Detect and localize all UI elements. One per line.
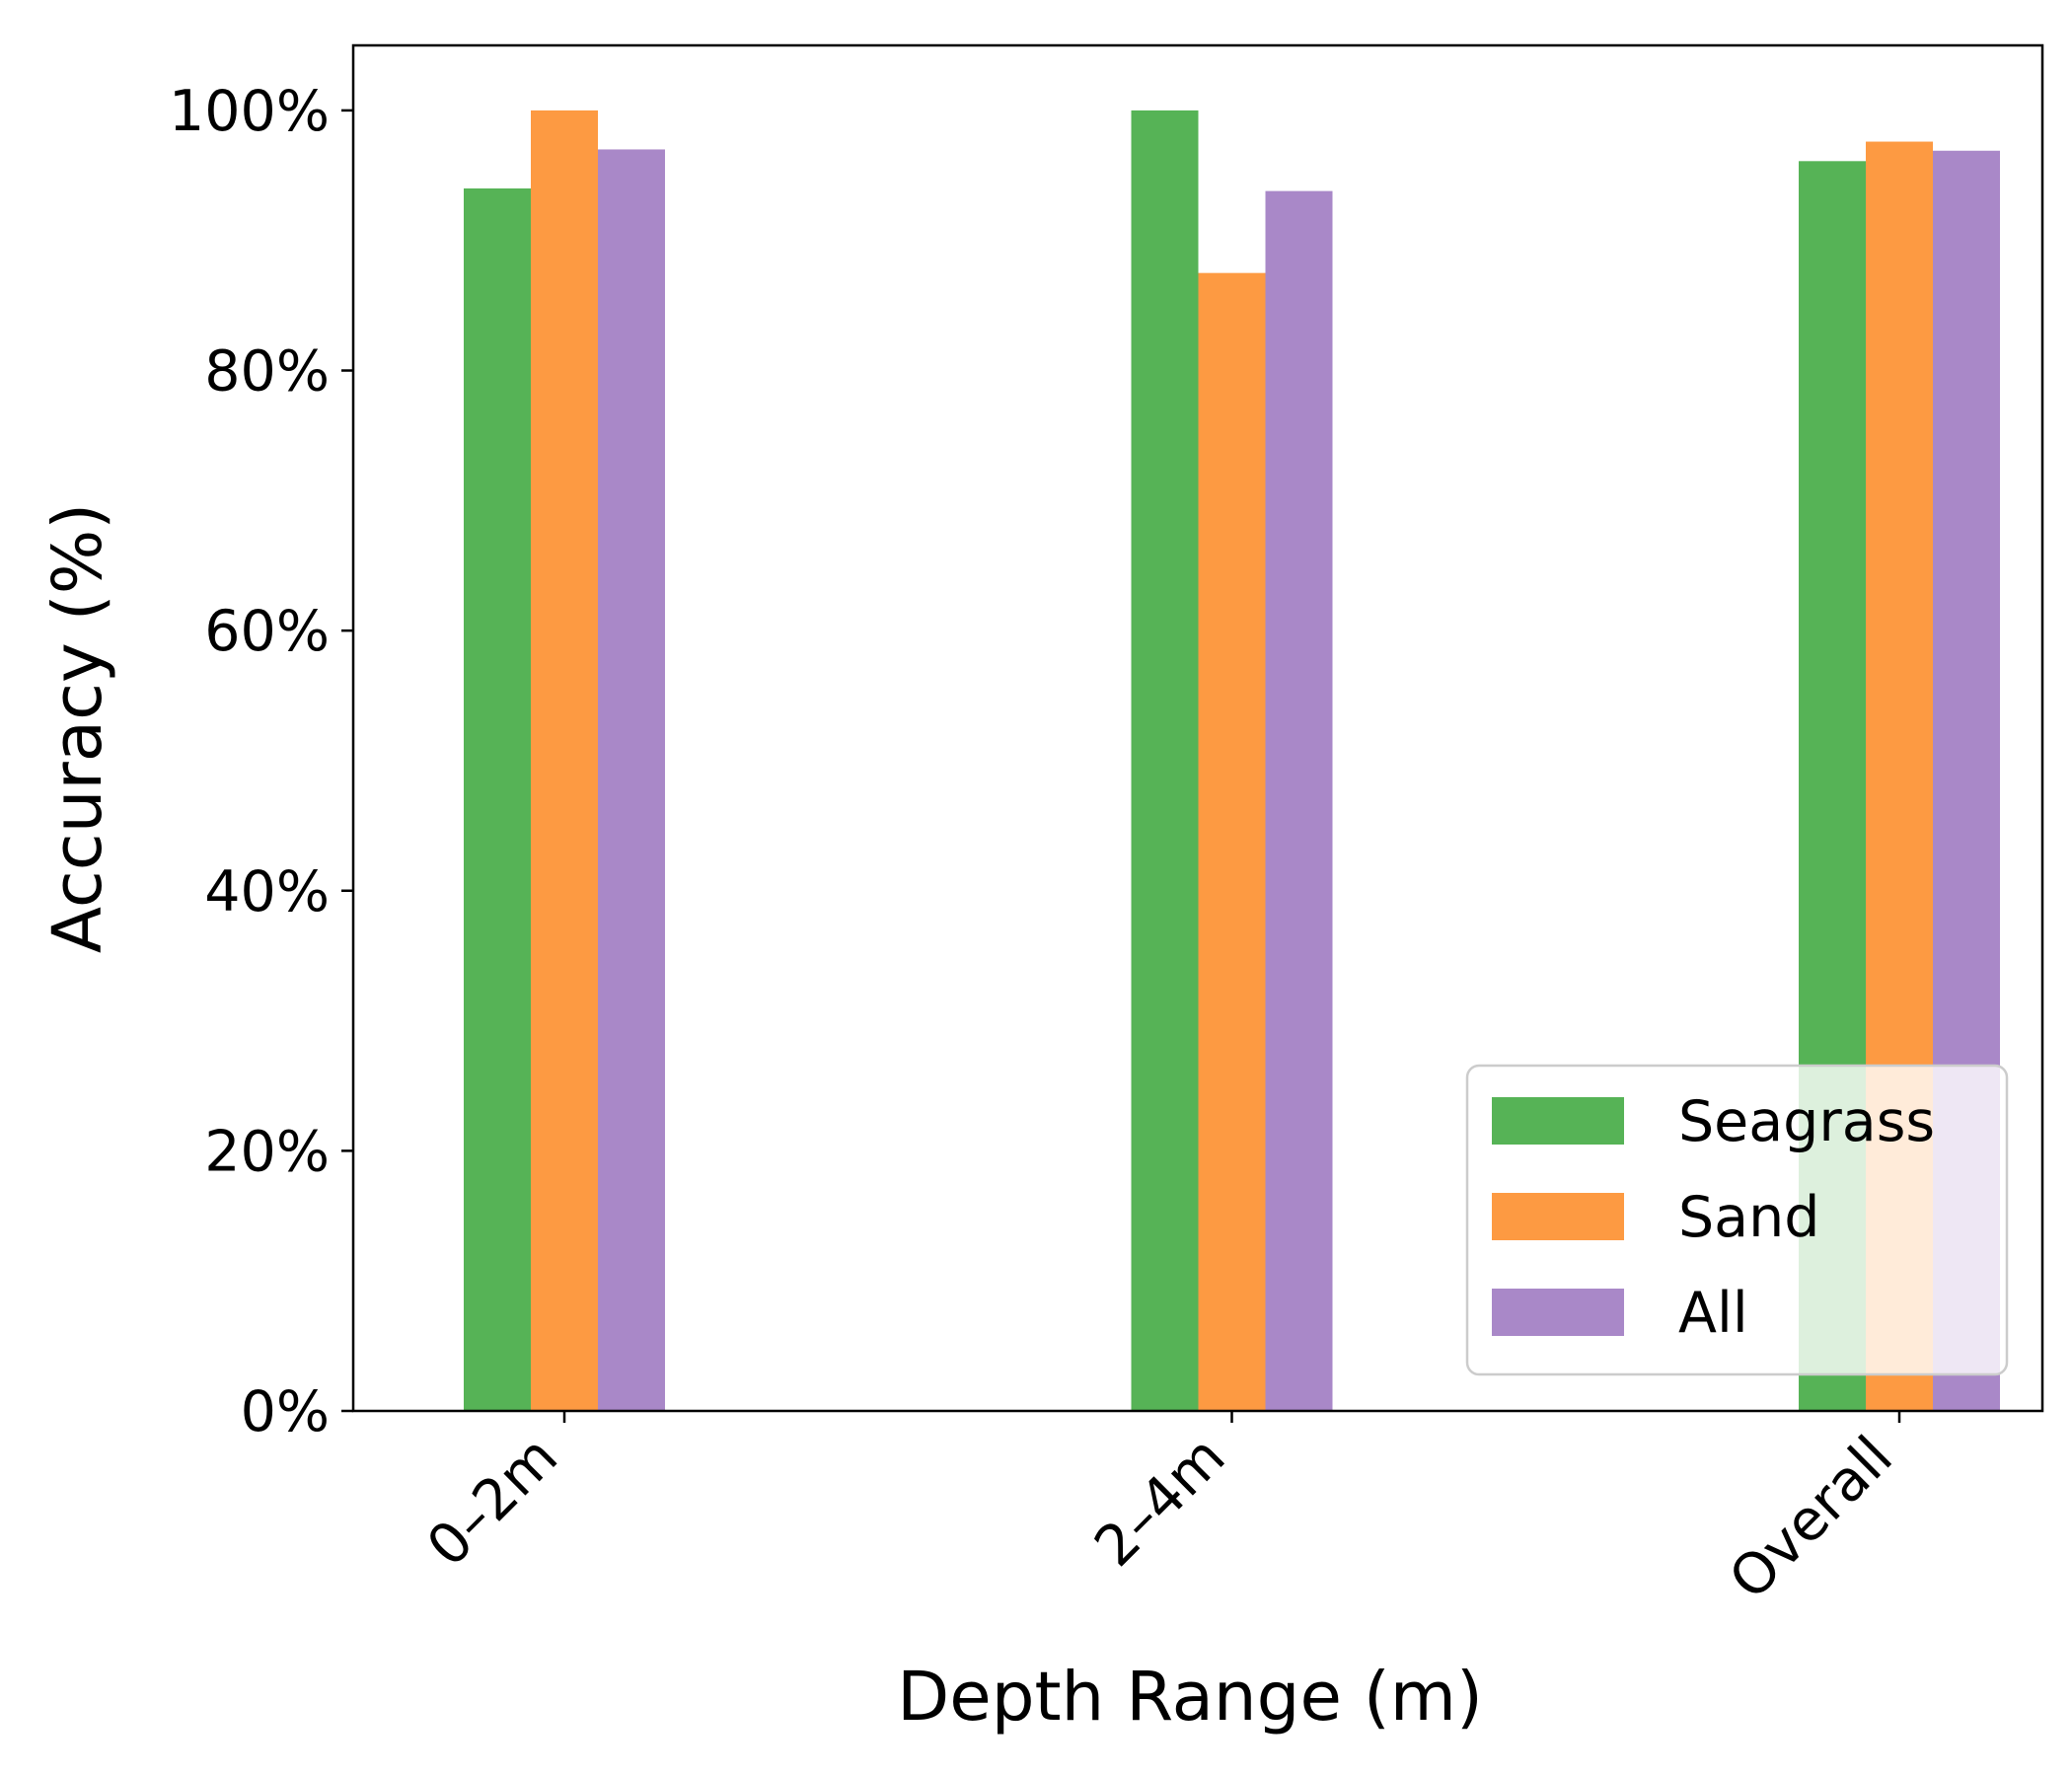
legend-swatch-seagrass	[1492, 1097, 1624, 1145]
legend-swatch-all	[1492, 1289, 1624, 1336]
y-axis-ticks: 0% 20% 40% 60% 80% 100%	[169, 79, 353, 1444]
y-tick-label: 20%	[204, 1119, 330, 1184]
legend: Seagrass Sand All	[1465, 1064, 2009, 1376]
bar-seagrass-1	[1131, 110, 1199, 1411]
y-tick-label: 40%	[204, 859, 330, 925]
bar-sand-1	[1198, 272, 1266, 1412]
legend-label-sand: Sand	[1678, 1185, 1819, 1250]
y-tick-label: 60%	[204, 599, 330, 664]
bar-all-1	[1265, 190, 1333, 1411]
x-axis-label: Depth Range (m)	[897, 1658, 1483, 1737]
y-tick-label: 100%	[169, 79, 330, 144]
legend-label-all: All	[1678, 1281, 1748, 1346]
y-tick-label: 80%	[204, 339, 330, 405]
legend-swatch-sand	[1492, 1193, 1624, 1240]
bar-seagrass-0	[464, 187, 531, 1411]
y-tick-label: 0%	[241, 1379, 330, 1444]
legend-label-seagrass: Seagrass	[1678, 1089, 1935, 1154]
y-axis-label: Accuracy (%)	[38, 503, 117, 953]
bar-all-0	[598, 149, 665, 1411]
bar-sand-0	[531, 110, 598, 1411]
plot-frame	[351, 43, 2044, 1413]
